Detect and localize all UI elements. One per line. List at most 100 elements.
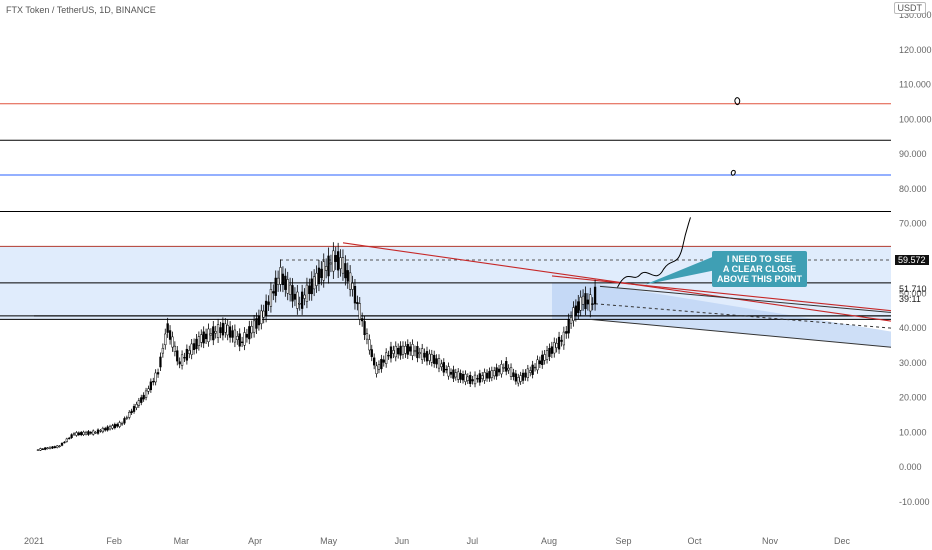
- candle-body: [226, 324, 229, 336]
- candle-body: [370, 349, 373, 357]
- candle-body: [77, 432, 80, 436]
- candle-body: [336, 251, 340, 271]
- candle-body: [476, 378, 479, 380]
- candle-body: [469, 375, 472, 384]
- y-tick-label: 30.000: [899, 358, 927, 368]
- y-tick-label: 40.000: [899, 323, 927, 333]
- candle-body: [461, 374, 465, 381]
- candle-body: [569, 317, 573, 324]
- candle-body: [101, 428, 104, 433]
- candle-body: [401, 345, 405, 355]
- candle-body: [317, 267, 321, 285]
- candle-body: [267, 301, 270, 305]
- candle-body: [368, 339, 371, 351]
- candle-body: [284, 275, 287, 290]
- candle-body: [509, 367, 513, 377]
- candle-body: [394, 345, 397, 358]
- candle-body: [380, 358, 383, 370]
- candle-body: [457, 371, 460, 380]
- candle-body: [363, 321, 366, 335]
- candle-body: [421, 348, 424, 360]
- candle-body: [478, 373, 481, 383]
- candle-body: [113, 424, 116, 429]
- candle-body: [48, 446, 52, 449]
- candle-body: [111, 425, 114, 429]
- currency-unit-badge[interactable]: USDT: [893, 2, 926, 14]
- candle-body: [560, 339, 563, 342]
- candle-body: [168, 330, 172, 340]
- candle-body: [70, 434, 73, 438]
- annotation-callout[interactable]: I NEED TO SEE A CLEAR CLOSE ABOVE THIS P…: [712, 251, 808, 287]
- x-tick-label: Mar: [174, 536, 190, 546]
- candle-body: [473, 374, 477, 385]
- candle-body: [171, 336, 174, 348]
- y-tick-label: 110.000: [899, 80, 931, 90]
- candle-body: [423, 352, 426, 358]
- candle-body: [416, 346, 419, 359]
- callout-pointer: [645, 256, 713, 285]
- channel-mid-line: [594, 303, 892, 329]
- candle-body: [404, 345, 407, 354]
- level-price-tag: 59.572: [895, 255, 929, 265]
- candle-body: [536, 359, 539, 371]
- y-tick-label: 90.000: [899, 149, 927, 159]
- candle-body: [178, 361, 181, 365]
- candle-body: [250, 326, 253, 334]
- candle-body: [197, 336, 201, 346]
- candle-body: [488, 371, 491, 379]
- candle-body: [281, 273, 285, 286]
- candle-body: [190, 343, 193, 355]
- candle-body: [96, 429, 100, 434]
- candle-body: [300, 291, 304, 309]
- candle-body: [46, 447, 49, 449]
- candle-body: [159, 356, 162, 368]
- candle-body: [58, 445, 61, 448]
- candle-body: [581, 295, 585, 305]
- x-tick-label: 2021: [24, 536, 44, 546]
- candle-body: [406, 344, 409, 355]
- y-tick-label: 120.000: [899, 45, 932, 55]
- candle-body: [89, 432, 92, 434]
- candle-body: [545, 350, 549, 360]
- y-tick-label: -10.000: [899, 497, 930, 507]
- x-tick-label: Sep: [615, 536, 631, 546]
- candle-body: [212, 326, 215, 341]
- candle-body: [180, 354, 184, 366]
- projection-channel: [552, 282, 891, 348]
- candle-body: [298, 303, 301, 305]
- candle-body: [514, 373, 517, 382]
- candle-body: [312, 276, 316, 290]
- candle-body: [425, 351, 429, 362]
- candle-body: [99, 430, 102, 432]
- price-layer: [36, 242, 597, 451]
- candle-body: [562, 331, 566, 346]
- candle-body: [437, 358, 441, 369]
- candle-body: [377, 364, 381, 370]
- candle-body: [72, 433, 76, 436]
- candle-body: [221, 322, 225, 336]
- candle-body: [517, 377, 520, 384]
- y-tick-label: 100.000: [899, 114, 932, 124]
- candle-body: [526, 368, 529, 378]
- candle-body: [358, 303, 361, 320]
- x-tick-label: Oct: [688, 536, 703, 546]
- candle-body: [87, 431, 90, 435]
- candle-body: [589, 294, 592, 312]
- candle-body: [543, 354, 546, 361]
- x-tick-label: Jun: [395, 536, 410, 546]
- target-circle-2: [730, 169, 736, 176]
- candle-body: [166, 323, 169, 333]
- x-tick-label: Jul: [467, 536, 479, 546]
- candle-body: [324, 266, 328, 271]
- x-axis: 2021 Feb Mar Apr May Jun Jul Aug Sep Oct Nov Dec: [24, 536, 851, 546]
- candle-body: [82, 431, 85, 435]
- candle-body: [327, 255, 330, 277]
- candle-body: [430, 354, 433, 363]
- candle-body: [202, 331, 205, 344]
- candle-body: [339, 257, 342, 269]
- candle-body: [245, 333, 249, 338]
- candle-body: [248, 326, 251, 340]
- candle-body: [255, 318, 258, 329]
- candle-body: [130, 410, 133, 414]
- candle-body: [279, 267, 282, 285]
